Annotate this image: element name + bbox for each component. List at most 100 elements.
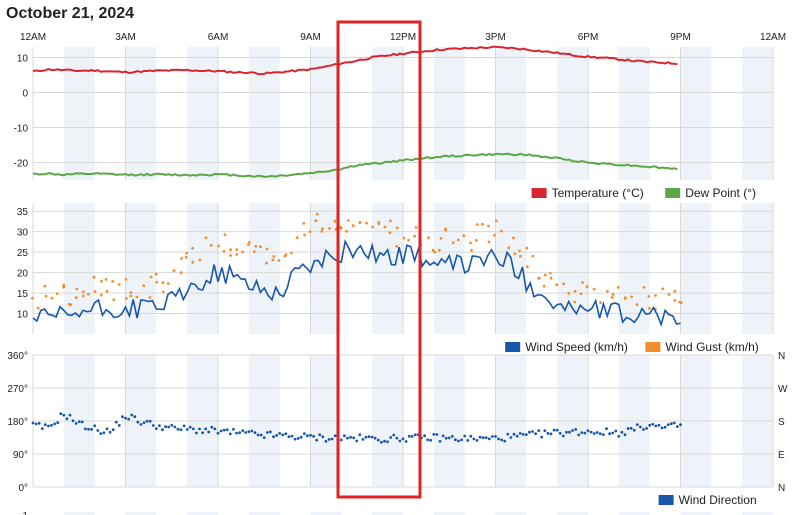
wind-direction-point xyxy=(148,419,152,423)
wind-direction-point xyxy=(188,425,192,429)
wind-direction-point xyxy=(475,439,479,442)
time-band xyxy=(248,203,280,334)
wind-gust-point xyxy=(481,222,484,226)
wind-direction-point xyxy=(484,436,488,439)
wind-gust-point xyxy=(611,293,615,296)
wind-direction-point xyxy=(555,428,559,432)
x-tick-label: 6PM xyxy=(578,32,599,43)
wind-direction-point xyxy=(583,431,587,435)
wind-gust-point xyxy=(525,265,529,269)
wind-direction-point xyxy=(161,428,164,432)
wind-direction-point xyxy=(376,438,380,442)
compass-tick-label: N xyxy=(778,483,785,494)
wind-direction-point xyxy=(43,423,47,426)
wind-direction-point xyxy=(309,433,312,437)
wind-gust-point xyxy=(55,292,59,295)
direction-panel-grid xyxy=(32,354,774,488)
wind-direction-point xyxy=(222,428,226,432)
wind-gust-point xyxy=(377,222,381,226)
temperature-dewpoint-lines xyxy=(32,45,678,178)
wind-direction-point xyxy=(518,432,522,435)
wind-direction-point xyxy=(435,433,439,436)
time-band xyxy=(63,47,95,180)
wind-direction-point xyxy=(167,425,171,429)
wind-gust-point xyxy=(93,290,97,293)
wind-direction-point xyxy=(327,438,331,441)
wind-gust-point xyxy=(513,252,517,256)
wind-gust-point xyxy=(166,282,170,285)
wind-direction-point xyxy=(330,437,334,441)
wind-gust-point xyxy=(413,234,417,238)
wind-gust-point xyxy=(229,248,233,252)
x-tick-label: 9PM xyxy=(670,32,691,43)
wind-direction-point xyxy=(151,424,155,427)
wind-direction-point xyxy=(34,422,38,426)
time-band xyxy=(310,203,342,334)
wind-direction-point xyxy=(127,417,130,421)
wind-speed-gust-series xyxy=(31,212,683,328)
wind-gust-point xyxy=(50,296,54,300)
wind-direction-point xyxy=(444,436,448,440)
wind-gust-point xyxy=(314,219,318,223)
wind-gust-point xyxy=(549,276,553,280)
time-band xyxy=(618,512,650,515)
wind-gust-point xyxy=(383,225,387,229)
compass-tick-label: S xyxy=(778,417,785,428)
wind-gust-point xyxy=(678,300,682,304)
wind-direction-point xyxy=(623,433,627,437)
wind-gust-point xyxy=(573,289,577,293)
wind-direction-point xyxy=(642,428,645,431)
wind-direction-point xyxy=(164,425,168,429)
wind-gust-point xyxy=(414,226,418,229)
wind-direction-point xyxy=(56,421,60,425)
wind-direction-point xyxy=(672,421,676,425)
wind-direction-point xyxy=(666,423,670,427)
wind-direction-point xyxy=(145,419,149,423)
wind-direction-point xyxy=(676,425,679,428)
wind-gust-point xyxy=(265,261,268,265)
wind-direction-point xyxy=(136,420,140,424)
wind-gust-point xyxy=(333,219,337,223)
wind-gust-point xyxy=(365,221,368,225)
wind-direction-point xyxy=(201,431,205,435)
wind-gust-point xyxy=(191,246,195,250)
wind-gust-point xyxy=(623,297,627,300)
time-band xyxy=(433,512,465,515)
wind-gust-point xyxy=(531,254,535,258)
wind-direction-point xyxy=(53,422,56,426)
wind-gust-point xyxy=(579,292,583,296)
wind-gust-point xyxy=(100,279,103,283)
wind-direction-point xyxy=(478,435,482,439)
compass-tick-label: W xyxy=(778,384,788,395)
wind-gust-point xyxy=(148,296,152,299)
legend-swatch xyxy=(505,342,521,352)
wind-gust-point xyxy=(407,238,410,242)
wind-gust-point xyxy=(321,227,324,231)
wind-gust-point xyxy=(129,294,133,298)
wind-gust-point xyxy=(661,287,665,291)
legend-label: Dew Point (°) xyxy=(685,186,756,200)
wind-direction-point xyxy=(343,434,346,438)
wind-direction-point xyxy=(108,430,112,434)
wind-direction-point xyxy=(404,440,408,443)
wind-direction-point xyxy=(198,427,201,431)
y-tick-label: 30 xyxy=(17,228,29,239)
wind-gust-point xyxy=(184,255,188,259)
wind-direction-point xyxy=(265,431,269,434)
wind-direction-point xyxy=(299,435,303,439)
wind-direction-point xyxy=(568,430,571,434)
wind-direction-point xyxy=(62,413,66,417)
legend-swatch xyxy=(645,342,661,352)
wind-gust-point xyxy=(31,296,34,300)
wind-direction-point xyxy=(605,427,608,431)
dew-point-line xyxy=(32,152,678,178)
wind-gust-point xyxy=(648,307,651,310)
direction-compass-axis: N W S E N xyxy=(778,351,788,494)
wind-gust-point xyxy=(402,236,406,240)
wind-gust-point xyxy=(647,295,651,298)
y-tick-label: -20 xyxy=(14,159,29,170)
wind-gust-point xyxy=(548,271,552,275)
x-tick-label: 3PM xyxy=(485,32,506,43)
wind-gust-point xyxy=(252,250,256,254)
wind-direction-point xyxy=(466,439,470,442)
